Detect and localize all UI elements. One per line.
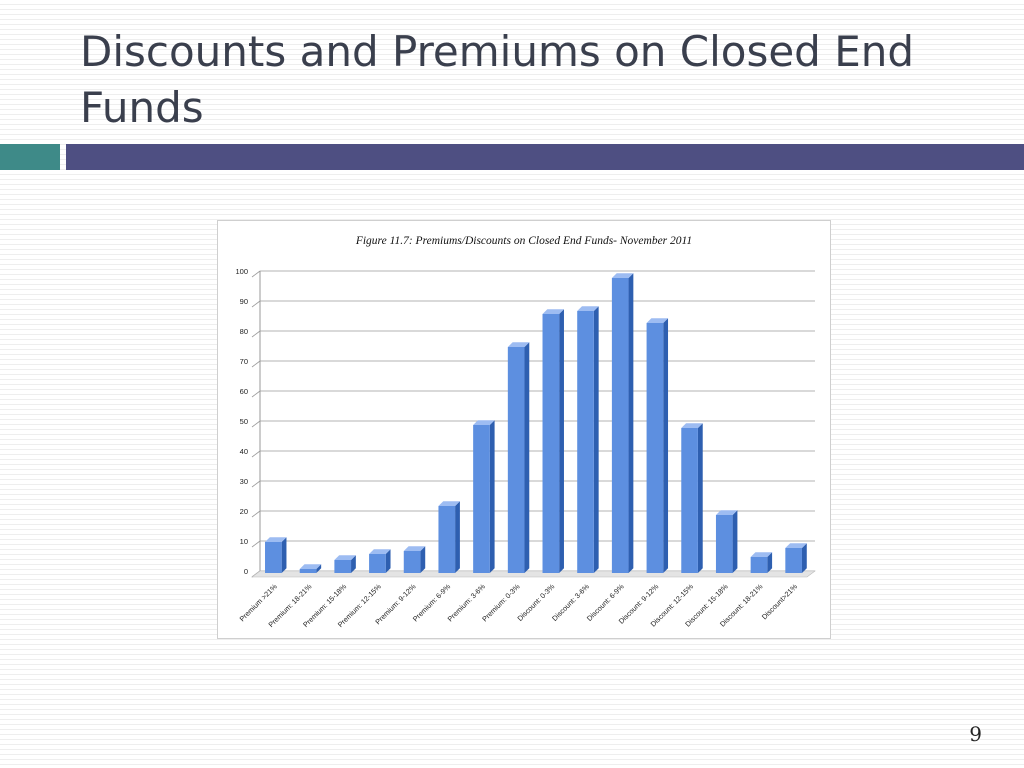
chart-bar: [681, 423, 703, 573]
bar-side: [420, 546, 426, 573]
bar-top: [438, 501, 460, 506]
bar-front: [403, 551, 421, 573]
bar-front: [681, 428, 698, 573]
page-number: 9: [969, 722, 982, 746]
bar-top: [299, 564, 322, 569]
bar-top: [403, 546, 426, 551]
bar-side: [559, 309, 564, 573]
chart-bar: [369, 549, 391, 573]
y-tick-label: 40: [240, 447, 248, 456]
chart-bar: [265, 537, 287, 573]
gridline-depth: [251, 270, 261, 278]
bar-front: [473, 425, 490, 573]
bar-front: [265, 542, 282, 573]
bar-side: [489, 420, 495, 573]
x-tick-label: Discount>21%: [760, 582, 800, 622]
chart-bar: [334, 555, 356, 573]
bar-side: [767, 552, 773, 573]
gridline-depth: [251, 300, 261, 308]
bar-side: [455, 501, 460, 573]
bar-front: [334, 560, 352, 573]
chart-bar: [507, 342, 530, 573]
accent-bar-teal: [0, 144, 60, 170]
bar-side: [593, 306, 599, 573]
bar-front: [542, 314, 560, 573]
chart-bar: [715, 510, 738, 573]
y-tick-label: 30: [240, 477, 248, 486]
y-tick-label: 100: [235, 267, 248, 276]
chart-bar: [403, 546, 426, 573]
bar-side: [316, 564, 322, 573]
bar-side: [524, 342, 530, 573]
gridline-depth: [251, 330, 261, 338]
bar-top: [681, 423, 703, 428]
bar-side: [663, 318, 669, 573]
bar-top: [507, 342, 530, 347]
bar-top: [265, 537, 287, 542]
bar-side: [801, 543, 807, 573]
slide-title: Discounts and Premiums on Closed End Fun…: [80, 27, 915, 132]
gridline-depth: [251, 540, 261, 548]
bar-front: [577, 311, 594, 573]
bar-top: [473, 420, 495, 425]
bar-side: [732, 510, 738, 573]
bar-layer: [265, 273, 807, 573]
y-tick-label: 50: [240, 417, 248, 426]
gridline-depth: [251, 390, 261, 398]
y-tick-label: 0: [244, 567, 248, 576]
bar-front: [299, 569, 317, 573]
y-tick-label: 90: [240, 297, 248, 306]
gridline-depth: [251, 420, 261, 428]
chart-bar: [785, 543, 807, 573]
gridline-depth: [251, 450, 261, 458]
chart-bar: [577, 306, 599, 573]
chart-title: Figure 11.7: Premiums/Discounts on Close…: [355, 235, 692, 247]
bar-side: [628, 273, 634, 573]
chart-bar: [646, 318, 669, 573]
chart-figure: Figure 11.7: Premiums/Discounts on Close…: [217, 220, 831, 639]
bar-top: [750, 552, 773, 557]
chart-bar: [473, 420, 495, 573]
bar-side: [351, 555, 356, 573]
bar-front: [438, 506, 456, 573]
bar-front: [785, 548, 802, 573]
chart-bar: [611, 273, 634, 573]
bar-side: [385, 549, 391, 573]
bar-top: [577, 306, 599, 311]
accent-bar-navy: [66, 144, 1024, 170]
bar-front: [611, 278, 629, 573]
y-tick-label: 60: [240, 387, 248, 396]
gridline-depth: [251, 510, 261, 518]
chart-bar: [542, 309, 564, 573]
bar-top: [611, 273, 634, 278]
chart-bar: [438, 501, 460, 573]
bar-chart: Figure 11.7: Premiums/Discounts on Close…: [235, 235, 816, 629]
y-tick-label: 10: [240, 537, 248, 546]
bar-top: [715, 510, 738, 515]
grid-layer: [251, 270, 816, 578]
bar-front: [369, 554, 386, 573]
bar-top: [334, 555, 356, 560]
bar-top: [646, 318, 669, 323]
bar-side: [697, 423, 703, 573]
y-tick-label: 70: [240, 357, 248, 366]
bar-front: [715, 515, 733, 573]
bar-front: [646, 323, 664, 573]
bar-front: [507, 347, 525, 573]
bar-front: [750, 557, 768, 573]
bar-top: [542, 309, 564, 314]
bar-top: [785, 543, 807, 548]
chart-bar: [750, 552, 773, 573]
y-tick-label: 20: [240, 507, 248, 516]
y-tick-label: 80: [240, 327, 248, 336]
bar-top: [369, 549, 391, 554]
bar-side: [281, 537, 287, 573]
gridline-depth: [251, 480, 261, 488]
gridline-depth: [251, 360, 261, 368]
chart-bar: [299, 564, 322, 573]
